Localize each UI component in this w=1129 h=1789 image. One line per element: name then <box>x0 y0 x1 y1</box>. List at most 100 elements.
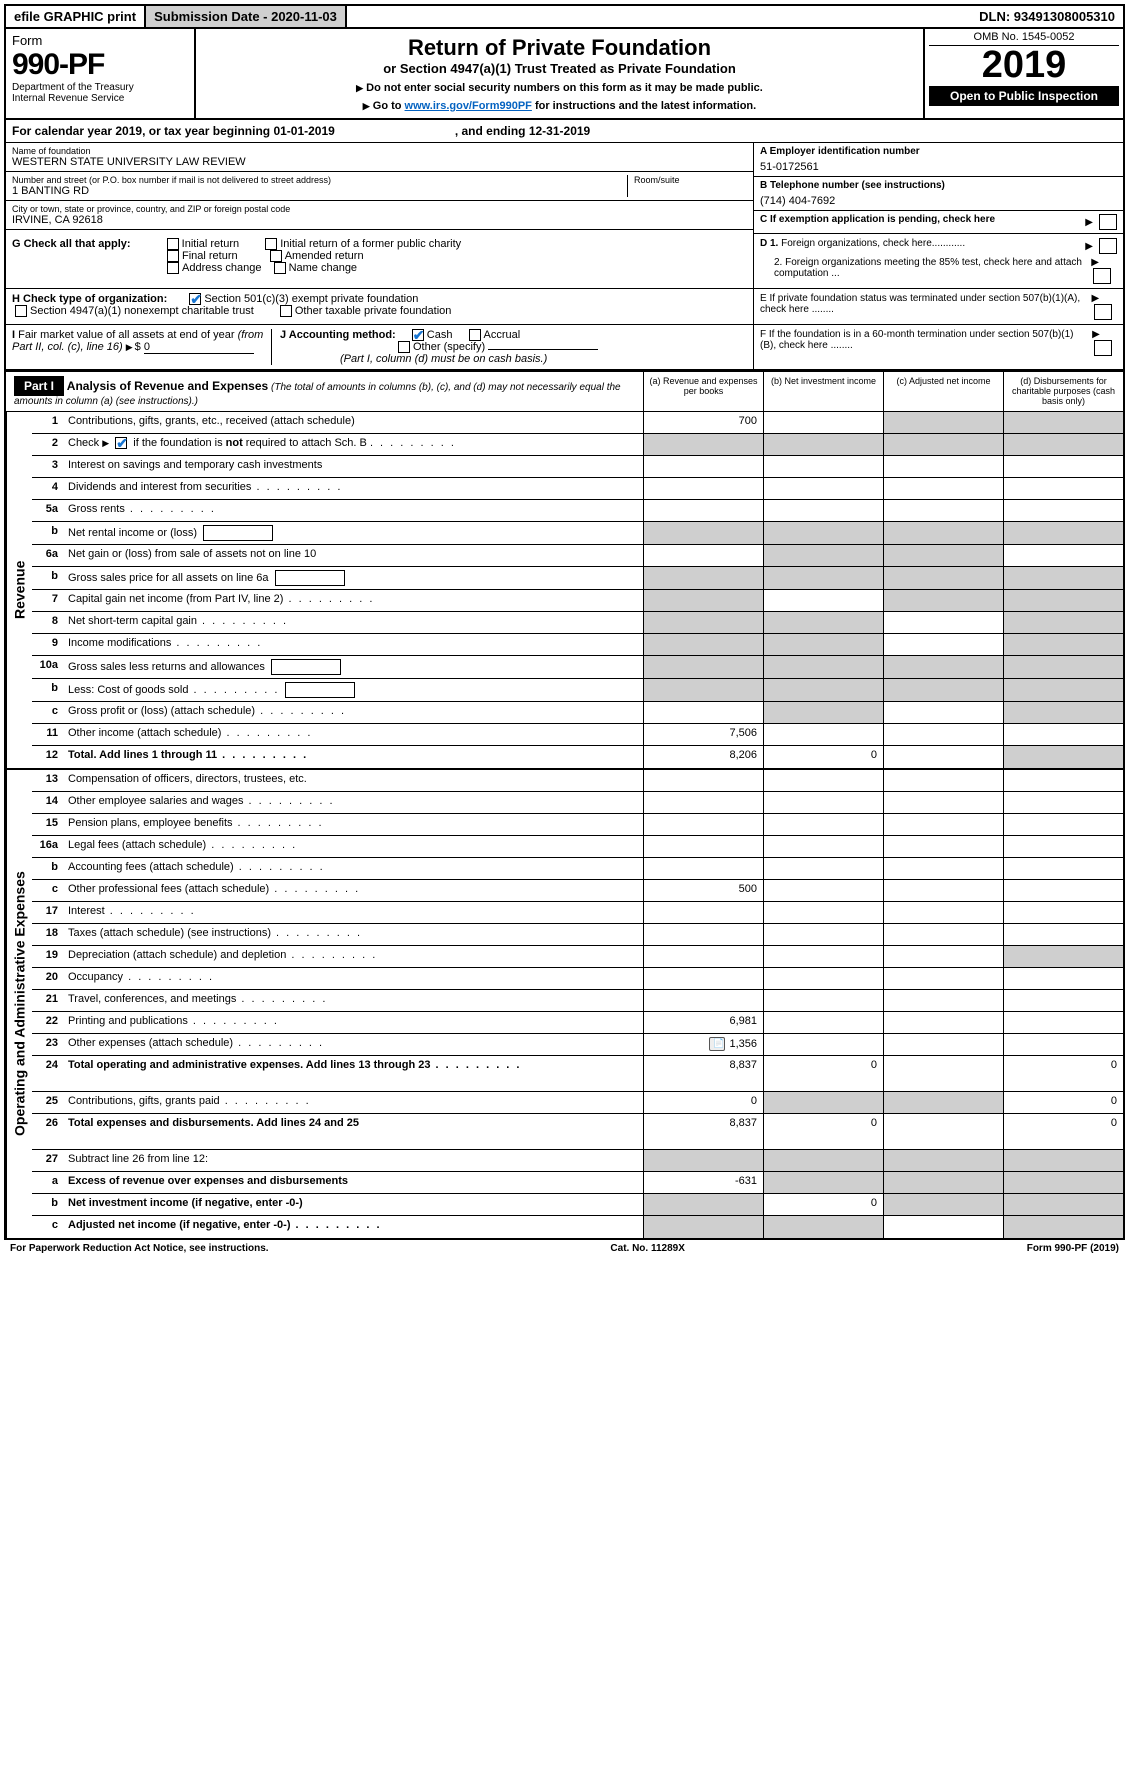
opt-name-change: Name change <box>289 262 358 274</box>
cell-col-c <box>883 567 1003 589</box>
d2-text: 2. Foreign organizations meeting the 85%… <box>760 257 1087 279</box>
cell-col-a <box>643 792 763 813</box>
section-i-j-f: I Fair market value of all assets at end… <box>4 325 1125 371</box>
chk-accrual[interactable] <box>469 329 481 341</box>
inline-value-box <box>203 525 273 541</box>
cell-col-c <box>883 1034 1003 1055</box>
d1-text: Foreign organizations, check here.......… <box>781 238 965 249</box>
line-row: bGross sales price for all assets on lin… <box>32 567 1123 590</box>
cell-col-c <box>883 1194 1003 1215</box>
cell-col-d <box>1003 1216 1123 1238</box>
chk-amended-return[interactable] <box>270 250 282 262</box>
cell-col-c <box>883 946 1003 967</box>
line-number: b <box>32 567 64 589</box>
cell-col-a <box>643 1216 763 1238</box>
cell-col-b <box>763 567 883 589</box>
cell-col-b <box>763 880 883 901</box>
cell-col-d <box>1003 814 1123 835</box>
col-d-header: (d) Disbursements for charitable purpose… <box>1003 372 1123 411</box>
revenue-rows: 1Contributions, gifts, grants, etc., rec… <box>32 412 1123 768</box>
opt-addr-change: Address change <box>182 262 262 274</box>
chk-name-change[interactable] <box>274 262 286 274</box>
line-row: 9Income modifications <box>32 634 1123 656</box>
footer-right: Form 990-PF (2019) <box>1027 1243 1119 1254</box>
ein-cell: A Employer identification number 51-0172… <box>754 143 1123 177</box>
cal-text-b: , and ending 12-31-2019 <box>455 124 590 138</box>
chk-initial-return[interactable] <box>167 238 179 250</box>
chk-501c3[interactable] <box>189 293 201 305</box>
line-row: bNet investment income (if negative, ent… <box>32 1194 1123 1216</box>
chk-sch-b[interactable] <box>115 437 127 449</box>
g-label: G Check all that apply: <box>12 238 131 250</box>
cell-col-c <box>883 1056 1003 1091</box>
cell-col-a <box>643 679 763 701</box>
j-accrual: Accrual <box>484 329 521 341</box>
line-row: bLess: Cost of goods sold <box>32 679 1123 702</box>
col-c-header: (c) Adjusted net income <box>883 372 1003 411</box>
cell-col-d <box>1003 500 1123 521</box>
d2-checkbox[interactable] <box>1093 268 1111 284</box>
cell-col-b <box>763 990 883 1011</box>
line-row: cOther professional fees (attach schedul… <box>32 880 1123 902</box>
top-bar: efile GRAPHIC print Submission Date - 20… <box>4 4 1125 29</box>
expenses-table: Operating and Administrative Expenses 13… <box>4 770 1125 1240</box>
j-note: (Part I, column (d) must be on cash basi… <box>340 353 547 365</box>
line-description: Adjusted net income (if negative, enter … <box>64 1216 643 1238</box>
cell-col-b <box>763 1172 883 1193</box>
cell-col-a <box>643 924 763 945</box>
cell-col-d <box>1003 924 1123 945</box>
cell-col-d <box>1003 990 1123 1011</box>
cell-col-c <box>883 412 1003 433</box>
cell-col-a <box>643 656 763 678</box>
line-description: Other professional fees (attach schedule… <box>64 880 643 901</box>
cell-col-b <box>763 522 883 544</box>
e-block: E If private foundation status was termi… <box>753 289 1123 324</box>
line-row: 26Total expenses and disbursements. Add … <box>32 1114 1123 1150</box>
cell-col-c <box>883 924 1003 945</box>
header-right: OMB No. 1545-0052 2019 Open to Public In… <box>923 29 1123 118</box>
c-checkbox[interactable] <box>1099 214 1117 230</box>
chk-other-taxable[interactable] <box>280 305 292 317</box>
line-description: Other expenses (attach schedule) <box>64 1034 643 1055</box>
line-row: 20Occupancy <box>32 968 1123 990</box>
e-checkbox[interactable] <box>1094 304 1112 320</box>
i-prefix: $ <box>135 341 141 353</box>
cell-col-c <box>883 792 1003 813</box>
cell-col-c <box>883 545 1003 566</box>
line-description: Contributions, gifts, grants, etc., rece… <box>64 412 643 433</box>
f-checkbox[interactable] <box>1094 340 1112 356</box>
line-number: 2 <box>32 434 64 455</box>
chk-cash[interactable] <box>412 329 424 341</box>
line-number: b <box>32 522 64 544</box>
line-row: 11Other income (attach schedule)7,506 <box>32 724 1123 746</box>
chk-other-method[interactable] <box>398 341 410 353</box>
chk-address-change[interactable] <box>167 262 179 274</box>
d-block: D 1. Foreign organizations, check here..… <box>753 234 1123 288</box>
d1-checkbox[interactable] <box>1099 238 1117 254</box>
chk-initial-former[interactable] <box>265 238 277 250</box>
cell-col-d <box>1003 946 1123 967</box>
instr-line-1: Do not enter social security numbers on … <box>206 82 913 94</box>
room-label: Room/suite <box>634 175 747 185</box>
cell-col-b <box>763 1034 883 1055</box>
chk-final-return[interactable] <box>167 250 179 262</box>
schedule-icon[interactable]: 📄 <box>709 1037 725 1051</box>
cell-col-a <box>643 858 763 879</box>
line-row: 24Total operating and administrative exp… <box>32 1056 1123 1092</box>
revenue-table: Revenue 1Contributions, gifts, grants, e… <box>4 412 1125 770</box>
line-description: Total operating and administrative expen… <box>64 1056 643 1091</box>
line-number: 20 <box>32 968 64 989</box>
cell-col-b <box>763 968 883 989</box>
line-number: 10a <box>32 656 64 678</box>
cell-col-c <box>883 1172 1003 1193</box>
cell-col-b <box>763 724 883 745</box>
dln-label: DLN: 93491308005310 <box>971 6 1123 27</box>
line-description: Accounting fees (attach schedule) <box>64 858 643 879</box>
cell-col-c <box>883 522 1003 544</box>
cell-col-b <box>763 702 883 723</box>
cell-col-c <box>883 880 1003 901</box>
chk-4947a1[interactable] <box>15 305 27 317</box>
h-block: H Check type of organization: Section 50… <box>6 289 753 324</box>
irs-link[interactable]: www.irs.gov/Form990PF <box>405 100 532 112</box>
line-description: Income modifications <box>64 634 643 655</box>
